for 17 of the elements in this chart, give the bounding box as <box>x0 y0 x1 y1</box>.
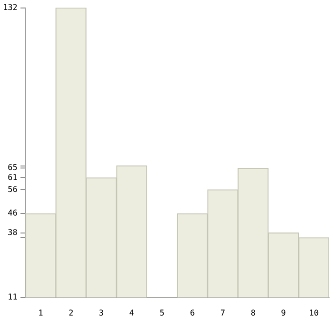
x-tick-label: 6 <box>190 308 195 318</box>
y-tick-label: 11 <box>8 292 18 302</box>
x-tick-label: 7 <box>220 308 226 318</box>
y-tick-label: 38 <box>8 228 18 237</box>
y-tick-label: 56 <box>8 184 18 194</box>
y-tick-label: 132 <box>2 2 18 12</box>
x-tick-label: 8 <box>250 308 256 318</box>
y-tick-label: 61 <box>8 172 18 182</box>
x-tick-label: 10 <box>309 308 319 318</box>
y-tick-label: 65 <box>8 163 18 172</box>
x-tick-label: 5 <box>160 308 165 318</box>
y-tick-label: 46 <box>8 208 18 218</box>
x-tick-label: 9 <box>281 308 286 318</box>
x-tick-label: 4 <box>129 308 134 318</box>
x-tick-label: 2 <box>68 308 74 318</box>
x-tick-label: 1 <box>38 308 44 318</box>
x-tick-label: 3 <box>98 308 104 318</box>
